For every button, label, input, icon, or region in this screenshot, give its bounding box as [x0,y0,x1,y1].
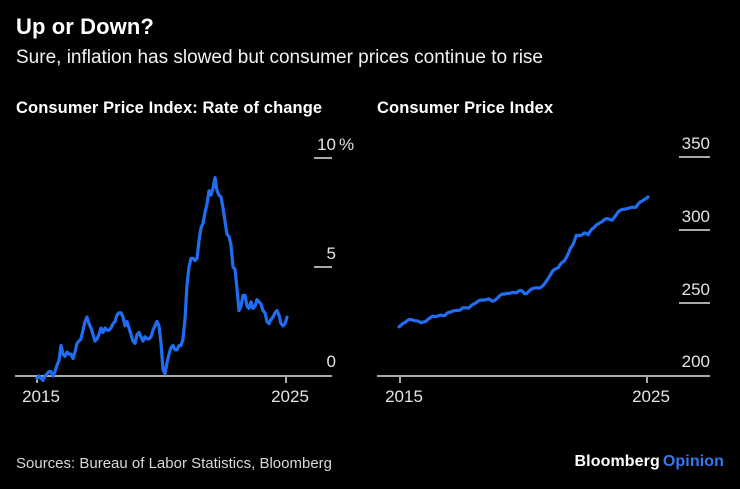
y-tick-label: 250 [682,280,710,299]
x-tick-label: 2015 [385,387,423,406]
left-chart-title: Consumer Price Index: Rate of change [16,99,323,117]
y-tick-label: 350 [682,134,710,153]
data-line-series [397,195,650,329]
page-subtitle: Sure, inflation has slowed but consumer … [16,47,543,68]
y-tick-label: 200 [682,352,710,371]
y-unit-label: % [339,135,354,154]
x-tick-label: 2025 [271,387,309,406]
chart-1: 200 250 300 350 2015 2025 [377,134,710,406]
y-tick-label: 5 [327,244,336,263]
y-tick-label: 10 [317,135,336,154]
y-tick-label: 0 [327,352,336,371]
x-tick-label: 2015 [22,387,60,406]
x-tick-label: 2025 [632,387,670,406]
chart-0: 0 5 10 % 2015 2025 [15,135,354,406]
brand-logo: Bloomberg Opinion [575,453,725,471]
right-chart-title: Consumer Price Index [377,99,554,117]
data-line-series [35,176,289,382]
sources-note: Sources: Bureau of Labor Statistics, Blo… [16,455,332,472]
y-tick-label: 300 [682,207,710,226]
brand-bloomberg: Bloomberg [574,453,660,470]
brand-opinion: Opinion [662,453,724,470]
page-title: Up or Down? [16,14,154,39]
